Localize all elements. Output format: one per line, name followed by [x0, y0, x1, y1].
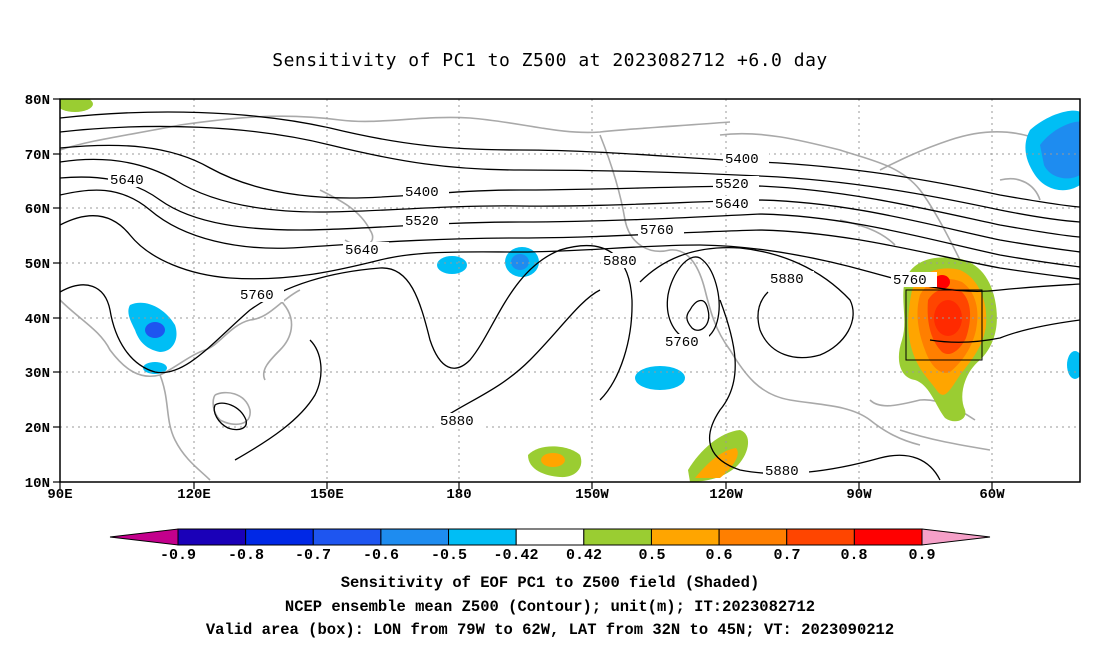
- contour-label: 5880: [770, 272, 804, 288]
- contour-label: 5760: [893, 273, 927, 289]
- colorbar-high-arrow: [921, 528, 991, 546]
- contour-label: 5640: [110, 173, 144, 189]
- colorbar-cell: [583, 528, 652, 546]
- sensitivity-shading: [60, 99, 1080, 482]
- lon-label: 90W: [846, 487, 872, 503]
- colorbar-cell: [853, 528, 923, 546]
- contour-label: 5880: [440, 414, 474, 430]
- contour-label: 5880: [765, 464, 799, 480]
- colorbar-label: 0.8: [840, 547, 867, 564]
- colorbar-label: -0.7: [295, 547, 331, 564]
- lon-label: 180: [446, 487, 471, 503]
- lat-label: 30N: [25, 366, 50, 382]
- colorbar-label: -0.5: [431, 547, 467, 564]
- colorbar-label: -0.42: [493, 547, 538, 564]
- caption-shading: Sensitivity of EOF PC1 to Z500 field (Sh…: [340, 574, 760, 592]
- colorbar-cell: [312, 528, 382, 546]
- colorbar-label: 0.5: [638, 547, 665, 564]
- colorbar-label: -0.9: [160, 547, 196, 564]
- colorbar-label: 0.7: [773, 547, 800, 564]
- colorbar-cell: [245, 528, 314, 546]
- caption-contour: NCEP ensemble mean Z500 (Contour); unit(…: [284, 598, 816, 616]
- caption-valid-area: Valid area (box): LON from 79W to 62W, L…: [205, 621, 895, 639]
- longitude-labels: 90E 120E 150E 180 150W 120W 90W 60W: [47, 487, 1005, 503]
- contour-label: 5400: [405, 185, 439, 201]
- colorbar-label: 0.9: [908, 547, 935, 564]
- lat-label: 70N: [25, 148, 50, 164]
- lat-label: 50N: [25, 257, 50, 273]
- colorbar-cell: [380, 528, 450, 546]
- contour-label: 5520: [715, 177, 749, 193]
- axis-ticks: [53, 98, 993, 489]
- lat-label: 60N: [25, 202, 50, 218]
- latitude-labels: 80N 70N 60N 50N 40N 30N 20N 10N: [25, 93, 50, 492]
- lon-label: 120W: [709, 487, 743, 503]
- colorbar-cell: [718, 528, 788, 546]
- lon-label: 120E: [177, 487, 211, 503]
- colorbar-low-arrow: [109, 528, 179, 546]
- map-title: Sensitivity of PC1 to Z500 at 2023082712…: [272, 50, 828, 71]
- contour-label: 5640: [715, 197, 749, 213]
- lat-label: 80N: [25, 93, 50, 109]
- colorbar-cell: [177, 528, 247, 546]
- lat-label: 20N: [25, 421, 50, 437]
- lat-label: 40N: [25, 312, 50, 328]
- colorbar-label: 0.6: [705, 547, 732, 564]
- contour-label: 5760: [640, 223, 674, 239]
- lon-label: 150E: [310, 487, 344, 503]
- lat-label: 10N: [25, 476, 50, 492]
- colorbar-label: -0.8: [228, 547, 264, 564]
- contour-label: 5760: [665, 335, 699, 351]
- colorbar-label: 0.42: [566, 547, 602, 564]
- lon-label: 90E: [47, 487, 72, 503]
- colorbar: -0.9 -0.8 -0.7 -0.6 -0.5 -0.42 0.42 0.5 …: [109, 528, 991, 564]
- contour-label: 5880: [603, 254, 637, 270]
- colorbar-cell: [448, 528, 517, 546]
- contour-label: 5400: [725, 152, 759, 168]
- colorbar-cell: [786, 528, 855, 546]
- contour-label: 5520: [405, 214, 439, 230]
- lon-label: 150W: [575, 487, 609, 503]
- colorbar-cell: [650, 528, 720, 546]
- contour-labels: 5640 5400 5520 5640 5760 5400 5520 5640 …: [108, 151, 937, 480]
- z500-contours: [60, 111, 1080, 481]
- colorbar-cell: [515, 528, 585, 546]
- contour-label: 5640: [345, 243, 379, 259]
- colorbar-label: -0.6: [363, 547, 399, 564]
- valid-area-box: [905, 289, 983, 361]
- contour-label: 5760: [240, 288, 274, 304]
- map-frame: [59, 98, 1081, 483]
- lon-label: 60W: [979, 487, 1005, 503]
